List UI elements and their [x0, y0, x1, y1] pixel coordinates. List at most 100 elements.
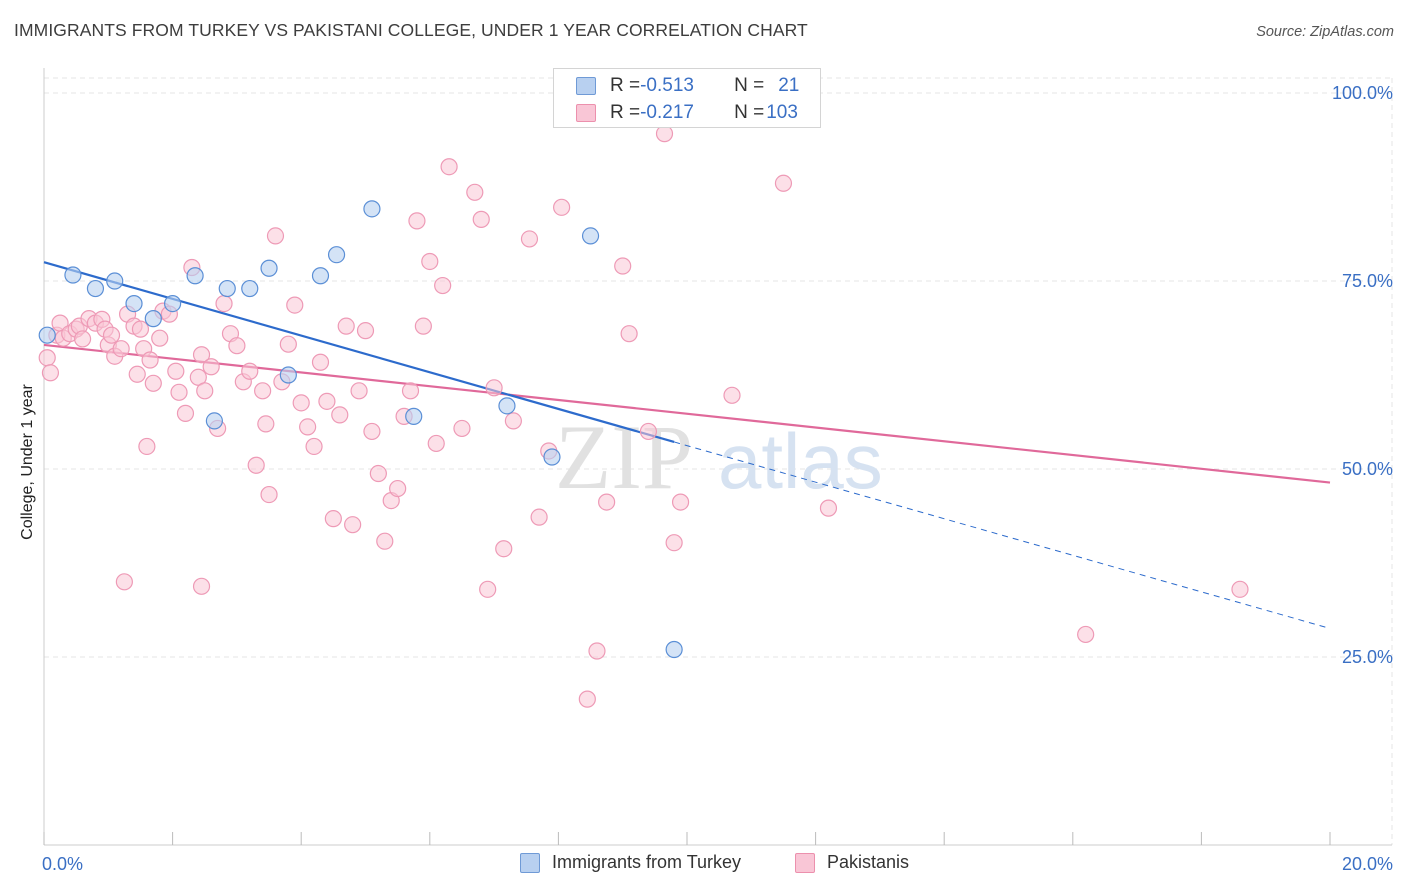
pakistanis-point: [1231, 580, 1249, 598]
pakistanis-point: [192, 346, 211, 364]
pakistanis-point: [215, 294, 233, 313]
pakistanis-point: [38, 349, 56, 367]
pakistanis-point: [260, 485, 278, 504]
turkey-point: [106, 272, 124, 290]
turkey-point: [327, 246, 346, 264]
pakistanis-point: [266, 227, 285, 245]
pakistanis-point: [176, 404, 195, 422]
pakistanis-point: [671, 493, 690, 511]
turkey-point: [125, 294, 143, 313]
pakistanis-point: [723, 386, 741, 404]
pakistanis-point: [530, 508, 548, 526]
pakistanis-point: [485, 379, 503, 397]
pakistanis-point: [427, 434, 445, 453]
pakistanis-point: [41, 364, 60, 382]
pakistanis-point: [192, 577, 211, 595]
y-tick-label: 25.0%: [1342, 647, 1393, 667]
series-legend: Immigrants from Turkey Pakistanis: [0, 852, 1406, 878]
pakistanis-point: [228, 337, 246, 355]
turkey-point: [279, 366, 297, 384]
pakistanis-point: [112, 340, 130, 358]
turkey-point: [205, 412, 223, 430]
turkey-point: [38, 326, 56, 344]
pakistanis-point: [620, 325, 638, 343]
pakistanis-point: [408, 212, 426, 230]
pakistanis-point: [138, 437, 156, 456]
y-tick-label: 100.0%: [1332, 83, 1393, 103]
legend-swatch-pakistanis: [576, 104, 596, 122]
legend-r-label: R =: [610, 75, 641, 96]
pakistanis-point: [350, 382, 368, 400]
pakistanis-point: [553, 198, 571, 216]
pakistanis-point: [1077, 625, 1095, 644]
pakistanis-point: [247, 456, 265, 474]
pakistanis-point: [434, 276, 452, 295]
pakistanis-point: [305, 437, 323, 456]
pakistanis-point: [286, 296, 304, 314]
pakistanis-point: [170, 383, 188, 401]
turkey-point: [218, 279, 236, 298]
series-label-pakistanis: Pakistanis: [827, 852, 910, 872]
source-credit: Source: ZipAtlas.com: [1256, 24, 1394, 40]
turkey-point: [311, 267, 330, 285]
y-axis-label: College, Under 1 year: [19, 384, 36, 540]
pakistanis-point: [202, 358, 220, 376]
turkey-trend-line: [43, 261, 675, 444]
legend-n-value: 21: [778, 75, 800, 96]
pakistanis-point: [774, 174, 793, 192]
pakistanis-point: [453, 419, 471, 438]
pakistanis-point: [578, 690, 596, 708]
series-legend-pakistanis[interactable]: Pakistanis: [795, 852, 909, 873]
legend-r-value: -0.513: [640, 75, 694, 96]
pakistanis-point: [299, 418, 317, 436]
tick-labels: 25.0% 50.0% 75.0% 100.0% 0.0% 20.0%: [42, 83, 1393, 874]
turkey-point: [86, 279, 105, 298]
pakistanis-point: [363, 422, 381, 441]
pakistanis-point: [588, 642, 606, 660]
axes: [43, 68, 1392, 846]
pakistanis-point: [144, 374, 162, 392]
pakistanis-point: [131, 320, 150, 338]
pakistanis-point: [241, 362, 259, 380]
turkey-point: [144, 310, 162, 328]
legend-swatch-turkey: [576, 77, 596, 95]
pakistanis-point: [324, 510, 342, 528]
turkey-point: [543, 448, 561, 466]
turkey-point: [164, 294, 182, 313]
turkey-point: [405, 407, 423, 425]
turkey-trend-extension: [674, 441, 1331, 629]
pakistanis-point: [344, 516, 362, 534]
series-legend-turkey[interactable]: Immigrants from Turkey: [520, 852, 741, 873]
watermark: ZIP atlas: [555, 406, 883, 508]
turkey-point: [186, 267, 204, 285]
pakistanis-point: [254, 382, 272, 400]
pakistanis-point: [665, 534, 683, 552]
pakistanis-point: [331, 406, 349, 424]
pakistanis-point: [389, 479, 407, 498]
pakistanis-point: [128, 365, 146, 383]
pakistanis-point: [167, 362, 185, 380]
series-swatch-pakistanis: [795, 852, 815, 873]
pakistanis-point: [73, 330, 92, 348]
turkey-point: [498, 397, 516, 415]
pakistanis-point: [639, 422, 658, 441]
trend-lines: [43, 261, 1331, 629]
turkey-points: [38, 200, 683, 659]
legend-n-label: N =: [734, 75, 765, 96]
pakistanis-point: [115, 573, 133, 591]
turkey-point: [260, 259, 278, 277]
pakistanis-point: [337, 317, 355, 335]
pakistanis-point: [151, 329, 169, 347]
pakistanis-point: [504, 412, 522, 430]
correlation-legend: R = -0.513 N = 21 R = -0.217 N = 103: [553, 68, 821, 128]
pakistanis-point: [356, 322, 375, 340]
pakistanis-point: [311, 353, 330, 371]
legend-row-pakistanis: R = -0.217 N = 103: [576, 100, 798, 126]
y-tick-label: 50.0%: [1342, 459, 1393, 479]
pakistanis-points: [38, 84, 1249, 708]
x-tick-label: 20.0%: [1342, 854, 1393, 874]
turkey-point: [581, 227, 600, 245]
turkey-point: [665, 640, 683, 659]
pakistanis-point: [369, 464, 387, 483]
pakistanis-point: [257, 415, 275, 433]
